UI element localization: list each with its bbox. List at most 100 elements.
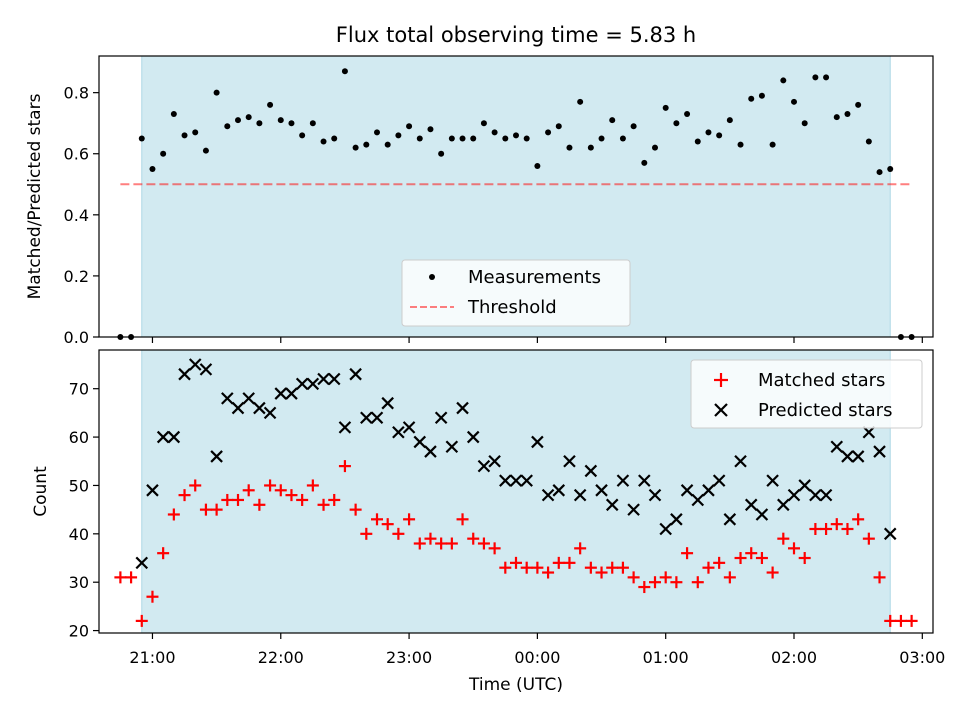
matched-star-marker bbox=[435, 537, 448, 550]
matched-star-marker bbox=[777, 532, 790, 545]
predicted-star-marker bbox=[573, 488, 587, 502]
predicted-star-marker bbox=[370, 411, 384, 425]
predicted-star-marker bbox=[552, 484, 566, 497]
matched-star-marker bbox=[798, 552, 811, 565]
matched-star-marker bbox=[146, 590, 159, 603]
matched-star-marker bbox=[157, 547, 170, 560]
measurement-point bbox=[523, 135, 530, 142]
predicted-star-stroke bbox=[851, 450, 865, 463]
predicted-star-stroke bbox=[862, 425, 876, 439]
predicted-star-stroke bbox=[242, 392, 255, 405]
predicted-star-stroke bbox=[466, 430, 480, 444]
matched-star-marker bbox=[178, 489, 191, 502]
predicted-star-stroke bbox=[285, 387, 298, 400]
predicted-star-stroke bbox=[253, 401, 266, 415]
predicted-star-stroke bbox=[509, 474, 523, 487]
matched-star-marker bbox=[755, 552, 768, 565]
predicted-star-marker bbox=[819, 488, 833, 502]
measurement-point bbox=[459, 135, 466, 142]
measurement-point bbox=[577, 98, 584, 105]
predicted-star-marker bbox=[242, 392, 255, 405]
measurement-point bbox=[480, 120, 487, 127]
matched-star-marker bbox=[627, 571, 640, 584]
predicted-star-stroke bbox=[210, 450, 223, 463]
measurement-point bbox=[331, 135, 338, 142]
y-tick-label: 0.0 bbox=[64, 328, 89, 347]
measurement-point bbox=[352, 144, 359, 151]
predicted-star-stroke bbox=[680, 484, 694, 497]
matched-star-marker bbox=[371, 513, 383, 526]
matched-star-marker bbox=[841, 522, 854, 535]
matched-star-marker bbox=[788, 542, 800, 555]
matched-star-marker bbox=[766, 566, 779, 579]
predicted-star-marker bbox=[221, 392, 234, 405]
measurement-point bbox=[865, 138, 872, 145]
matched-star-marker bbox=[606, 561, 619, 574]
predicted-star-marker bbox=[392, 425, 405, 439]
measurement-point bbox=[470, 135, 477, 142]
predicted-star-stroke bbox=[819, 488, 833, 502]
top-y-axis-ticks: 0.0 0.2 0.4 0.6 0.8 bbox=[64, 84, 99, 347]
predicted-star-stroke bbox=[402, 421, 416, 434]
bottom-plot-frame bbox=[98, 349, 934, 634]
measurement-point bbox=[555, 123, 562, 130]
matched-star-marker bbox=[328, 493, 341, 506]
predicted-star-marker bbox=[402, 421, 416, 434]
matched-star-marker bbox=[338, 460, 351, 473]
measurement-point bbox=[416, 135, 423, 142]
predicted-star-marker bbox=[841, 450, 854, 463]
matched-star-marker bbox=[488, 542, 501, 555]
measurement-point bbox=[513, 132, 519, 139]
predicted-star-stroke bbox=[156, 430, 170, 444]
measurement-point bbox=[801, 120, 808, 127]
predicted-star-stroke bbox=[638, 474, 651, 487]
measurement-point bbox=[384, 141, 391, 148]
predicted-star-marker bbox=[381, 396, 394, 410]
y-tick-label: 40 bbox=[69, 525, 89, 544]
measurement-point bbox=[716, 132, 723, 139]
measurement-point bbox=[694, 138, 701, 145]
predicted-star-stroke bbox=[317, 372, 330, 386]
measurement-point bbox=[598, 135, 605, 142]
predicted-star-stroke bbox=[744, 498, 758, 512]
bottom-legend-box bbox=[690, 359, 923, 429]
predicted-star-stroke bbox=[199, 363, 213, 376]
predicted-star-marker bbox=[851, 450, 865, 463]
measurement-point bbox=[170, 111, 177, 118]
measurement-point bbox=[202, 147, 209, 154]
predicted-star-marker bbox=[787, 488, 801, 502]
measurement-point bbox=[534, 162, 541, 169]
matched-star-marker bbox=[616, 561, 629, 574]
matched-star-marker bbox=[638, 581, 651, 594]
matched-star-marker bbox=[189, 479, 202, 492]
predicted-star-marker bbox=[413, 435, 427, 449]
measurement-point bbox=[149, 166, 156, 173]
predicted-star-marker bbox=[231, 401, 245, 415]
predicted-star-stroke bbox=[627, 503, 640, 516]
predicted-star-stroke bbox=[520, 474, 533, 487]
predicted-star-stroke bbox=[295, 377, 309, 391]
measurement-point bbox=[406, 123, 413, 130]
predicted-star-stroke bbox=[702, 484, 715, 497]
measurement-point bbox=[341, 68, 348, 75]
measurement-point bbox=[491, 129, 498, 136]
predicted-star-marker bbox=[670, 513, 683, 526]
predicted-star-stroke bbox=[146, 484, 159, 497]
predicted-star-marker bbox=[210, 450, 223, 463]
y-tick-label: 50 bbox=[69, 476, 89, 495]
measurement-point bbox=[876, 169, 883, 176]
matched-star-marker bbox=[264, 479, 277, 492]
measurement-point bbox=[833, 114, 840, 121]
legend-threshold-label: Threshold bbox=[467, 297, 557, 318]
predicted-star-marker bbox=[563, 454, 576, 468]
matched-star-marker bbox=[306, 479, 319, 492]
measurement-point bbox=[791, 98, 797, 105]
matched-star-marker bbox=[317, 498, 330, 511]
measurement-point bbox=[438, 150, 445, 157]
measurement-point bbox=[726, 117, 733, 124]
measurement-point bbox=[288, 120, 295, 127]
predicted-star-marker bbox=[862, 425, 876, 439]
predicted-star-stroke bbox=[648, 488, 662, 502]
matched-star-marker bbox=[552, 556, 565, 569]
y-tick-label: 30 bbox=[69, 573, 89, 592]
